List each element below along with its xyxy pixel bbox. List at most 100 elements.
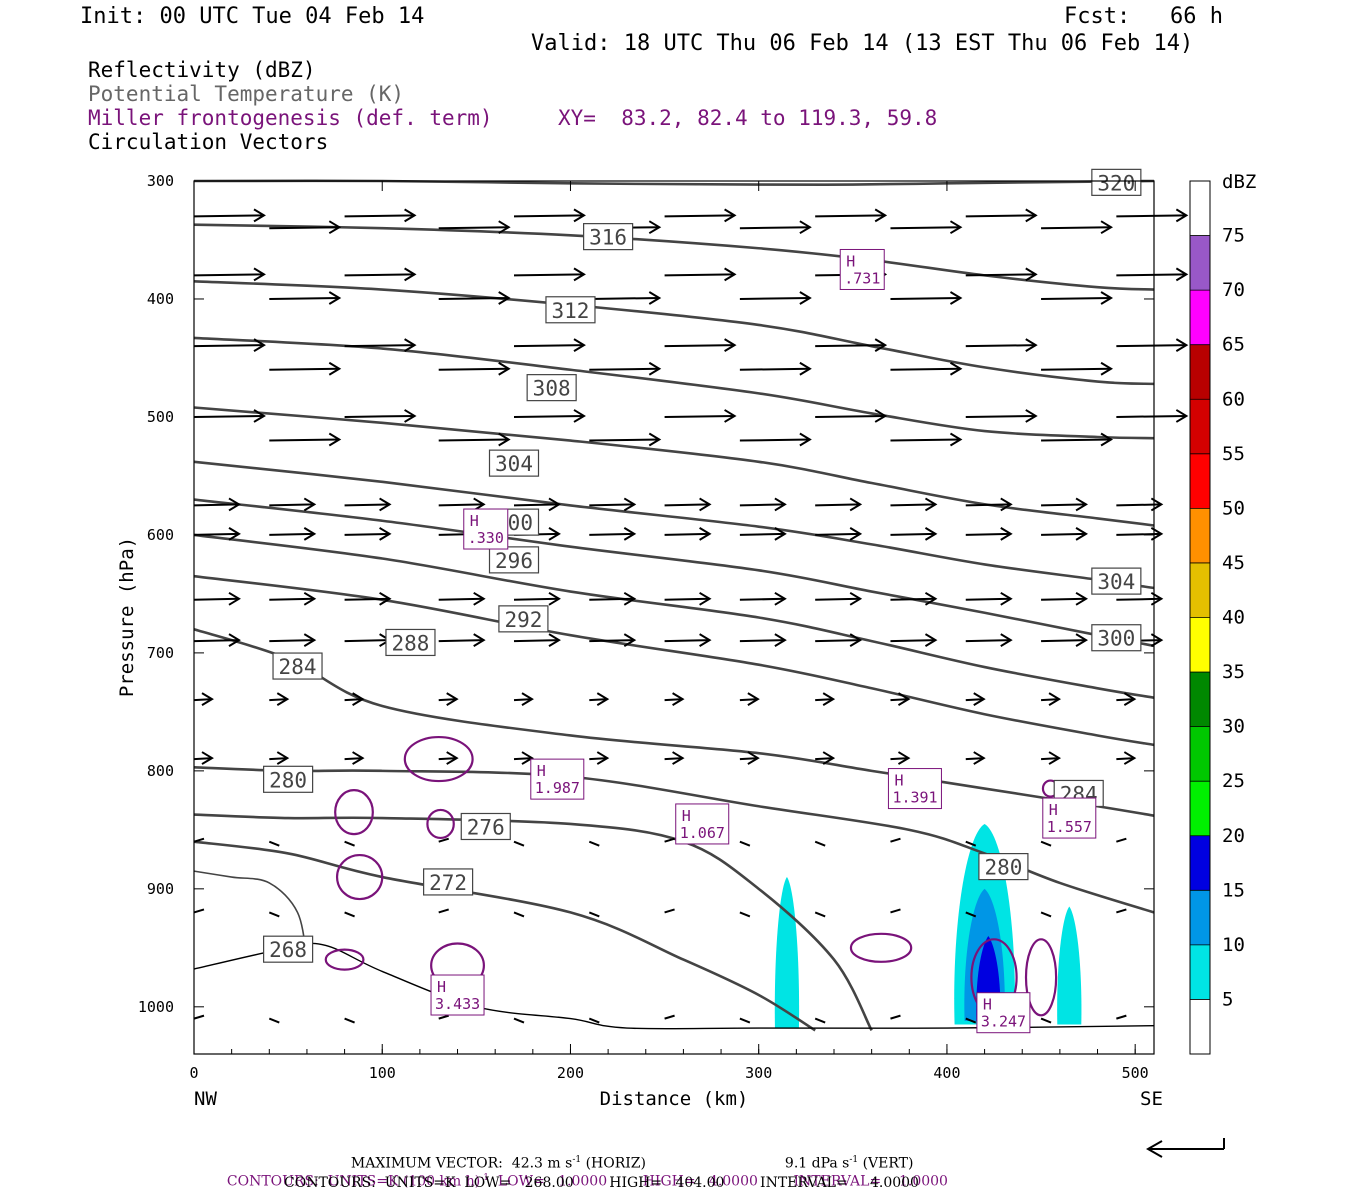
contour-labels: 320 316 312 308 304 300 296 292 288 284 280 276 272 2…	[263, 168, 1142, 963]
vector-arrow	[268, 840, 280, 847]
colorbar-label-65: 65	[1222, 334, 1245, 356]
vector-arrow	[193, 208, 266, 223]
vector-arrow	[965, 527, 1013, 541]
theta-contour-284	[193, 628, 1155, 817]
vector-arrow	[438, 692, 459, 706]
theta-contour-268	[193, 870, 308, 960]
horiz-units-exponent: -1	[572, 1155, 582, 1165]
svg-text:H: H	[894, 772, 903, 790]
x-tick-label: 0	[189, 1064, 198, 1082]
colorbar-bin-10	[1190, 890, 1210, 945]
x-left-direction: NW	[194, 1088, 217, 1110]
vector-arrow	[664, 1014, 675, 1020]
vector-arrow	[1116, 409, 1189, 423]
vector-arrow	[344, 633, 392, 647]
svg-text:276: 276	[467, 815, 505, 839]
theta-contours	[193, 179, 1155, 1032]
colorbar-label-55: 55	[1222, 443, 1245, 465]
vector-arrow	[815, 633, 863, 647]
vector-arrow	[890, 497, 938, 512]
vector-arrow	[344, 527, 392, 541]
svg-text:300: 300	[1097, 627, 1135, 651]
vector-arrow	[438, 1014, 449, 1020]
vector-arrow	[890, 527, 938, 541]
svg-text:.731: .731	[844, 269, 880, 287]
vector-arrow	[589, 527, 637, 541]
theta-label-276: 276	[460, 812, 511, 841]
frontogenesis-max-2: H1.987	[530, 758, 585, 800]
frontogenesis-contour-8	[324, 948, 365, 971]
svg-text:308: 308	[533, 377, 571, 401]
vector-arrow	[1041, 291, 1114, 305]
x-tick-label: 500	[1122, 1064, 1149, 1082]
vector-arrow	[513, 692, 534, 706]
vector-arrow	[193, 633, 241, 647]
vector-arrow	[814, 911, 826, 918]
vector-arrow	[513, 633, 561, 647]
vector-arrow	[815, 497, 863, 512]
theta-contour-276	[193, 813, 873, 1032]
theta-label-312: 312	[545, 296, 596, 324]
vector-arrow	[193, 1014, 205, 1020]
theta-label-extra-0: 304	[1091, 567, 1142, 595]
vector-arrow	[344, 1017, 355, 1024]
svg-text:1.391: 1.391	[892, 789, 937, 807]
svg-text:1.987: 1.987	[535, 779, 580, 797]
vector-arrow	[438, 591, 486, 606]
vector-arrow	[269, 692, 290, 706]
frontogenesis-contour-2	[426, 808, 455, 840]
vector-arrow	[193, 409, 266, 423]
vector-arrow	[588, 840, 600, 847]
vector-arrow	[890, 432, 963, 447]
svg-text:288: 288	[392, 631, 430, 655]
vector-arrow	[513, 338, 586, 353]
colorbar: 5 10 15 20 25 30 35 40 45 50 55 60 65 70 75	[1189, 180, 1245, 1055]
vector-arrow	[739, 911, 751, 918]
colorbar-bin-below	[1190, 999, 1210, 1054]
svg-text:H: H	[537, 762, 546, 780]
x-axis-label: Distance (km)	[600, 1088, 749, 1110]
colorbar-label-20: 20	[1222, 825, 1245, 847]
vector-arrow	[589, 633, 637, 647]
vector-arrow	[269, 591, 317, 606]
vector-arrow	[344, 267, 417, 282]
vector-arrow	[193, 338, 266, 353]
colorbar-label-35: 35	[1222, 661, 1245, 683]
theta-label-296: 296	[488, 546, 540, 574]
vector-arrow	[965, 267, 1038, 282]
vector-arrow	[739, 220, 812, 235]
svg-text:268: 268	[269, 938, 307, 962]
frontogenesis-contour-7	[1024, 938, 1058, 1017]
frontogenesis-contours	[324, 735, 1060, 1017]
vector-arrow	[269, 633, 317, 647]
vector-arrow	[344, 692, 365, 706]
y-tick-label: 500	[147, 408, 174, 426]
vector-arrow	[1116, 267, 1189, 282]
frontogenesis-contour-5	[849, 932, 913, 963]
svg-text:1.557: 1.557	[1047, 818, 1092, 836]
vector-arrow	[269, 751, 290, 765]
vector-arrow	[965, 591, 1013, 606]
theta-label-320: 320	[1091, 168, 1142, 196]
contours-frontogenesis-line: CONTOURS: UNITS=K (100 km h)-1 LOW= 1.00…	[218, 1157, 948, 1190]
theta-contour-296	[193, 498, 1155, 648]
colorbar-bin-40	[1190, 562, 1210, 618]
contours1-a: CONTOURS: UNITS=K (100 km h)	[226, 1173, 481, 1190]
frontogenesis-max-7: H3.247	[976, 992, 1031, 1034]
vector-arrow	[1041, 361, 1114, 376]
frontogenesis-max-3: H1.067	[675, 803, 730, 845]
colorbar-label-30: 30	[1222, 716, 1245, 738]
theta-label-308: 308	[526, 374, 577, 402]
frontogenesis-contour-3	[335, 853, 384, 901]
colorbar-bin-35	[1190, 617, 1210, 673]
vector-arrow	[1116, 1014, 1127, 1020]
colorbar-label-15: 15	[1222, 879, 1245, 901]
vector-arrow	[965, 1017, 977, 1024]
vector-arrow	[739, 432, 812, 447]
colorbar-bin-20	[1190, 781, 1210, 836]
theta-contour-292	[193, 533, 1155, 700]
legend-miller: Miller frontogenesis (def. term)	[88, 106, 493, 130]
vector-arrow	[193, 751, 214, 765]
vector-arrow	[438, 291, 511, 305]
svg-text:H: H	[470, 512, 479, 530]
